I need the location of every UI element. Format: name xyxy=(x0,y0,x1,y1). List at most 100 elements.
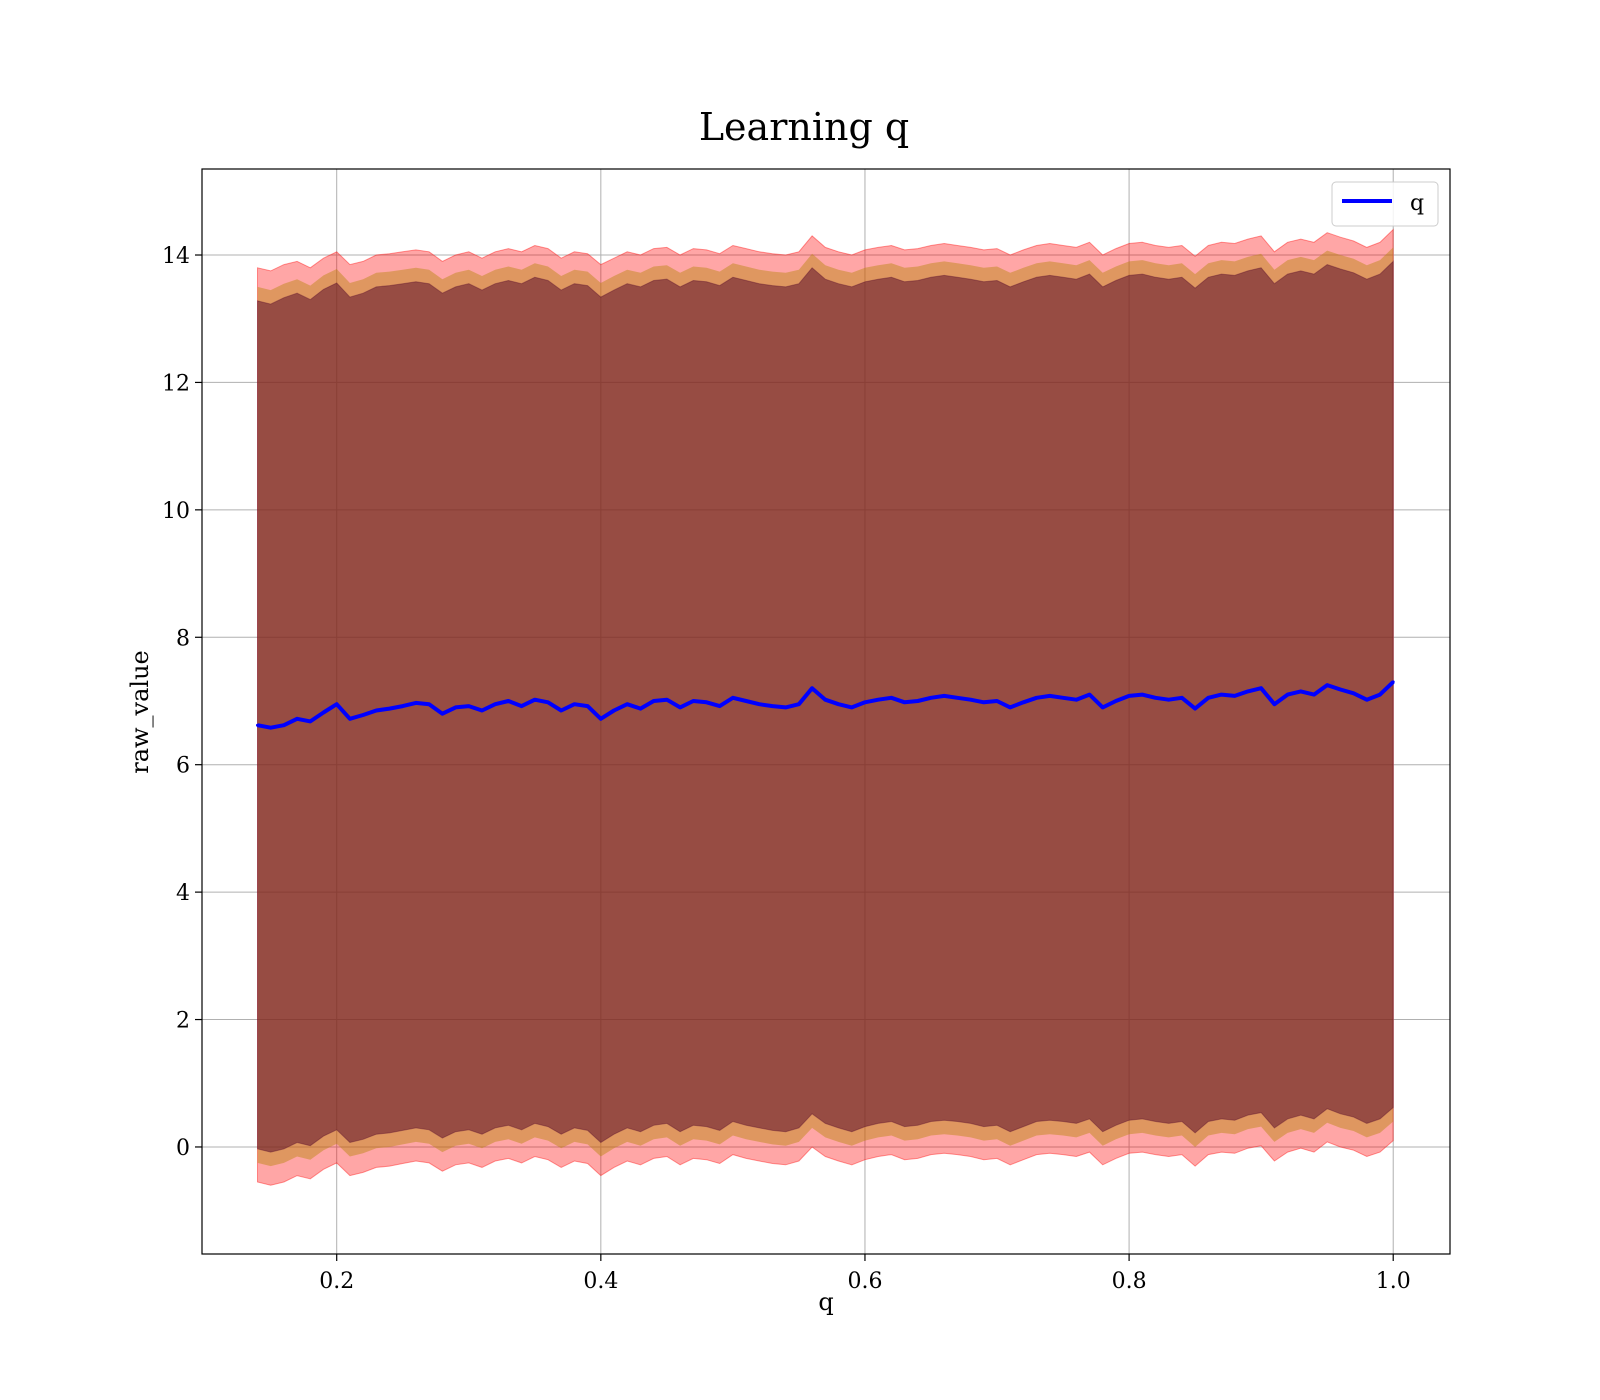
data-point xyxy=(1101,705,1105,709)
data-point xyxy=(388,707,391,711)
data-point xyxy=(757,702,761,706)
legend: q xyxy=(1331,181,1439,227)
data-point xyxy=(1127,694,1131,698)
data-point xyxy=(454,705,458,709)
data-point xyxy=(850,705,854,709)
data-point xyxy=(771,704,774,708)
data-point xyxy=(401,704,405,708)
data-point xyxy=(1312,693,1316,697)
data-point xyxy=(1048,694,1052,698)
x-tick-label: 0.4 xyxy=(583,1269,618,1294)
data-point xyxy=(1035,696,1039,700)
y-axis-ticks: 0 2 4 6 8 10 12 14 xyxy=(162,244,202,1161)
data-point xyxy=(1338,688,1342,691)
data-point xyxy=(955,696,959,700)
data-point xyxy=(1352,691,1356,695)
data-point xyxy=(982,700,986,704)
data-point xyxy=(1008,705,1012,709)
data-point xyxy=(639,707,642,711)
data-point xyxy=(533,698,537,702)
data-point xyxy=(969,698,973,702)
data-point xyxy=(1299,689,1303,693)
plot-area: 0.2 0.4 0.6 0.8 1.0 0 2 4 6 8 10 12 14 xyxy=(162,168,1451,1294)
data-point xyxy=(876,698,880,702)
confidence-bands xyxy=(257,228,1394,1186)
data-point xyxy=(1272,702,1276,706)
data-point xyxy=(1259,686,1263,690)
data-point xyxy=(1325,683,1329,687)
data-point xyxy=(665,698,669,702)
y-tick-label: 12 xyxy=(162,371,190,396)
data-point xyxy=(744,699,748,703)
y-tick-label: 14 xyxy=(162,244,190,269)
data-point xyxy=(718,704,722,708)
data-point xyxy=(784,705,788,709)
data-point xyxy=(942,694,946,698)
data-point xyxy=(282,723,286,727)
data-point xyxy=(1220,693,1223,697)
data-point xyxy=(916,699,920,703)
data-point xyxy=(929,696,933,700)
data-point xyxy=(335,702,339,706)
data-point xyxy=(1140,693,1144,697)
y-tick-label: 4 xyxy=(176,881,190,906)
data-point xyxy=(493,702,497,706)
data-point xyxy=(797,702,801,706)
y-tick-label: 6 xyxy=(176,754,190,779)
data-point xyxy=(1167,698,1171,702)
legend-box xyxy=(1331,181,1439,227)
data-point xyxy=(361,713,365,717)
data-point xyxy=(559,709,563,712)
legend-entry-q: q xyxy=(1410,191,1424,216)
data-point xyxy=(1114,699,1118,703)
data-point xyxy=(1180,696,1184,700)
data-point xyxy=(520,704,524,708)
data-point xyxy=(427,702,431,706)
y-tick-label: 2 xyxy=(176,1009,190,1034)
data-point xyxy=(269,726,273,730)
data-point xyxy=(1391,680,1395,684)
data-point xyxy=(480,709,484,712)
data-point xyxy=(625,702,629,706)
data-point xyxy=(1088,693,1091,697)
data-point xyxy=(995,699,999,703)
data-point xyxy=(903,700,907,704)
plot-frame xyxy=(201,168,1451,1255)
chart-title: Learning q xyxy=(699,105,909,149)
data-point xyxy=(467,704,471,708)
data-point xyxy=(823,698,827,702)
data-point xyxy=(256,723,259,727)
x-tick-label: 0.8 xyxy=(1112,1269,1147,1294)
data-point xyxy=(586,704,590,708)
y-tick-label: 0 xyxy=(176,1136,190,1161)
data-point xyxy=(731,696,735,700)
data-point xyxy=(308,719,312,723)
x-axis-ticks: 0.2 0.4 0.6 0.8 1.0 xyxy=(319,1254,1411,1294)
data-point xyxy=(889,696,893,700)
data-point xyxy=(691,699,695,703)
data-point xyxy=(440,712,444,716)
data-point xyxy=(863,700,867,704)
y-tick-label: 10 xyxy=(162,499,190,524)
data-point xyxy=(1154,696,1157,700)
data-point xyxy=(322,711,325,714)
data-point xyxy=(837,702,840,706)
x-tick-label: 0.2 xyxy=(319,1269,354,1294)
data-point xyxy=(1286,693,1290,697)
data-point xyxy=(414,701,418,705)
data-point xyxy=(705,700,708,704)
data-point xyxy=(1206,696,1210,700)
data-point xyxy=(1074,698,1078,702)
data-point xyxy=(572,702,576,706)
data-point xyxy=(348,717,352,721)
data-point xyxy=(810,686,814,690)
data-point xyxy=(546,700,550,704)
data-point xyxy=(295,717,299,721)
data-point xyxy=(1233,694,1237,698)
data-point xyxy=(1193,707,1197,711)
y-axis-label: raw_value xyxy=(126,650,154,774)
data-point xyxy=(599,717,603,721)
x-axis-label: q xyxy=(818,1288,833,1316)
